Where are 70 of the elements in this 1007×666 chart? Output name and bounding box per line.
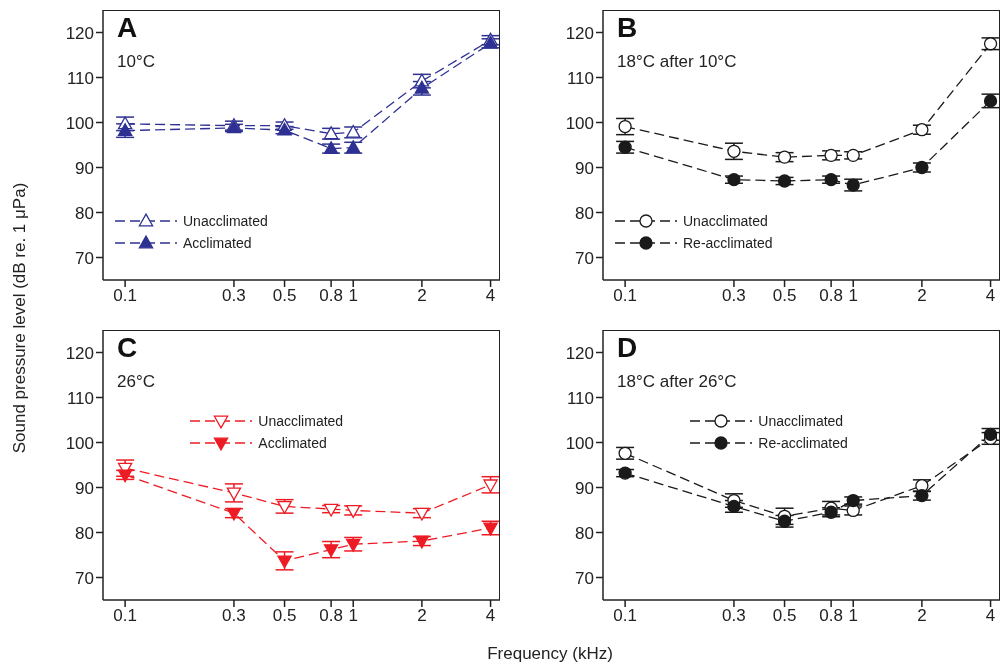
y-tick-label: 110 — [66, 388, 94, 408]
x-tick-label: 2 — [417, 286, 427, 306]
y-tick-label: 90 — [75, 478, 94, 498]
text: 10°C — [117, 52, 155, 72]
y-tick-label: 80 — [75, 203, 94, 223]
legend-label: Acclimated — [258, 435, 327, 451]
x-tick-label: 4 — [485, 606, 496, 626]
x-tick-label: 1 — [348, 286, 358, 306]
y-tick-label: 120 — [65, 343, 94, 363]
x-tick-label: 0.3 — [222, 286, 246, 306]
y-tick-label: 100 — [565, 433, 594, 453]
y-tick-label: 110 — [566, 68, 594, 88]
y-tick-label: 120 — [65, 23, 94, 43]
chart-title: A — [117, 12, 138, 44]
x-tick-label: 0.5 — [272, 606, 297, 626]
legend-label: Unacclimated — [683, 213, 768, 229]
x-tick-label: 2 — [917, 286, 927, 306]
y-tick-label: 70 — [575, 248, 594, 268]
legend-label: Unacclimated — [758, 413, 844, 429]
y-tick-label: 90 — [575, 478, 594, 498]
x-tick-label: 0.5 — [772, 286, 797, 306]
y-tick-label: 100 — [565, 113, 594, 133]
x-tick-label: 1 — [348, 606, 358, 626]
y-tick-label: 70 — [75, 248, 94, 268]
x-tick-label: 0.8 — [319, 606, 343, 626]
x-axis-title: Frequency (kHz) — [487, 644, 613, 664]
y-tick-label: 70 — [75, 568, 94, 588]
x-tick-label: 4 — [485, 286, 496, 306]
chart-title: D — [617, 332, 638, 364]
legend-label: Re-acclimated — [758, 435, 848, 451]
y-tick-label: 100 — [65, 113, 94, 133]
x-tick-label: 0.1 — [613, 606, 637, 626]
y-tick-label: 120 — [565, 23, 594, 43]
y-axis-title: Sound pressure level (dB re. 1 μPa) — [10, 182, 30, 454]
x-tick-label: 0.1 — [113, 286, 137, 306]
x-tick-label: 1 — [848, 286, 858, 306]
x-tick-label: 0.8 — [319, 286, 343, 306]
x-tick-label: 0.5 — [272, 286, 297, 306]
x-tick-label: 0.3 — [722, 286, 746, 306]
x-tick-label: 2 — [417, 606, 427, 626]
x-tick-label: 4 — [985, 606, 996, 626]
y-tick-label: 110 — [566, 388, 594, 408]
legend-label: Re-acclimated — [683, 235, 773, 251]
y-tick-label: 80 — [75, 523, 94, 543]
x-tick-label: 0.8 — [819, 606, 843, 626]
legend-label: Unacclimated — [183, 213, 268, 229]
y-tick-label: 80 — [575, 523, 594, 543]
y-tick-label: 110 — [66, 68, 94, 88]
chart-title: C — [117, 332, 138, 364]
text: 26°C — [117, 372, 155, 392]
x-tick-label: 0.8 — [819, 286, 843, 306]
y-tick-label: 70 — [575, 568, 594, 588]
text: 18°C after 26°C — [617, 372, 737, 392]
legend-label: Acclimated — [183, 235, 252, 251]
y-tick-label: 120 — [565, 343, 594, 363]
x-tick-label: 0.3 — [722, 606, 746, 626]
y-tick-label: 90 — [75, 158, 94, 178]
x-tick-label: 0.1 — [613, 286, 637, 306]
y-tick-label: 80 — [575, 203, 594, 223]
y-tick-label: 90 — [575, 158, 594, 178]
chart-title: B — [617, 12, 638, 44]
y-tick-label: 100 — [65, 433, 94, 453]
x-tick-label: 2 — [917, 606, 927, 626]
x-tick-label: 4 — [985, 286, 996, 306]
x-tick-label: 0.5 — [772, 606, 797, 626]
x-tick-label: 0.3 — [222, 606, 246, 626]
legend-label: Unacclimated — [258, 413, 344, 429]
x-tick-label: 0.1 — [113, 606, 137, 626]
text: 18°C after 10°C — [617, 52, 737, 72]
x-tick-label: 1 — [848, 606, 858, 626]
